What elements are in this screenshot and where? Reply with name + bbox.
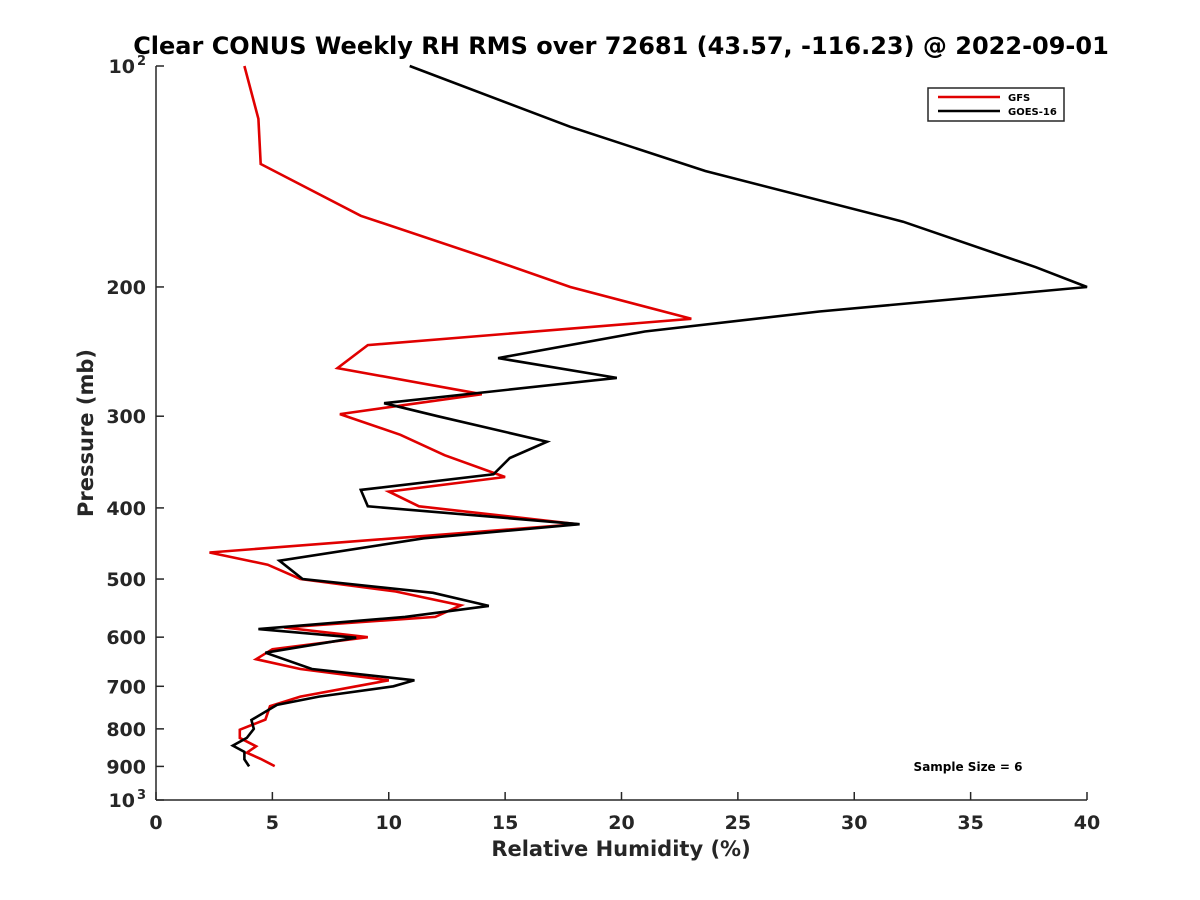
x-tick-label: 5 (266, 812, 279, 834)
legend-label: GOES-16 (1008, 107, 1057, 118)
series-line-goes-16 (230, 64, 1088, 768)
x-tick-label: 10 (376, 812, 402, 834)
x-tick-label: 0 (149, 812, 162, 834)
plot-area: 0 5 10 15 20 25 30 35 40 10 220030040050060070080… (106, 54, 1100, 834)
series-lines (209, 64, 1088, 768)
y-tick-exponent: 2 (137, 54, 146, 69)
y-tick-label: 600 (106, 627, 146, 649)
x-tick-label: 25 (725, 812, 751, 834)
sample-size-annotation: Sample Size = 6 (914, 760, 1023, 774)
legend: GFS GOES-16 (927, 87, 1065, 122)
x-tick-label: 35 (957, 812, 983, 834)
y-tick-label: 500 (106, 569, 146, 591)
x-axis-label: Relative Humidity (%) (491, 837, 750, 861)
legend-box (927, 87, 1065, 122)
y-tick-label: 200 (106, 277, 146, 299)
legend-label: GFS (1008, 93, 1030, 104)
y-tick-label: 10 (109, 790, 135, 812)
y-tick-label: 300 (106, 406, 146, 428)
x-tick-label: 20 (608, 812, 634, 834)
y-tick-label: 900 (106, 756, 146, 778)
series-line-gfs (209, 65, 692, 768)
y-tick-label: 800 (106, 719, 146, 741)
x-tick-label: 40 (1074, 812, 1100, 834)
x-axis-ticks: 0 5 10 15 20 25 30 35 40 (149, 792, 1100, 834)
y-tick-label: 10 (109, 56, 135, 78)
y-axis-label: Pressure (mb) (74, 349, 98, 517)
y-tick-label: 700 (106, 676, 146, 698)
y-tick-exponent: 3 (137, 788, 146, 803)
y-tick-label: 400 (106, 498, 146, 520)
x-tick-label: 15 (492, 812, 518, 834)
chart-title: Clear CONUS Weekly RH RMS over 72681 (43… (133, 32, 1109, 60)
x-tick-label: 30 (841, 812, 867, 834)
